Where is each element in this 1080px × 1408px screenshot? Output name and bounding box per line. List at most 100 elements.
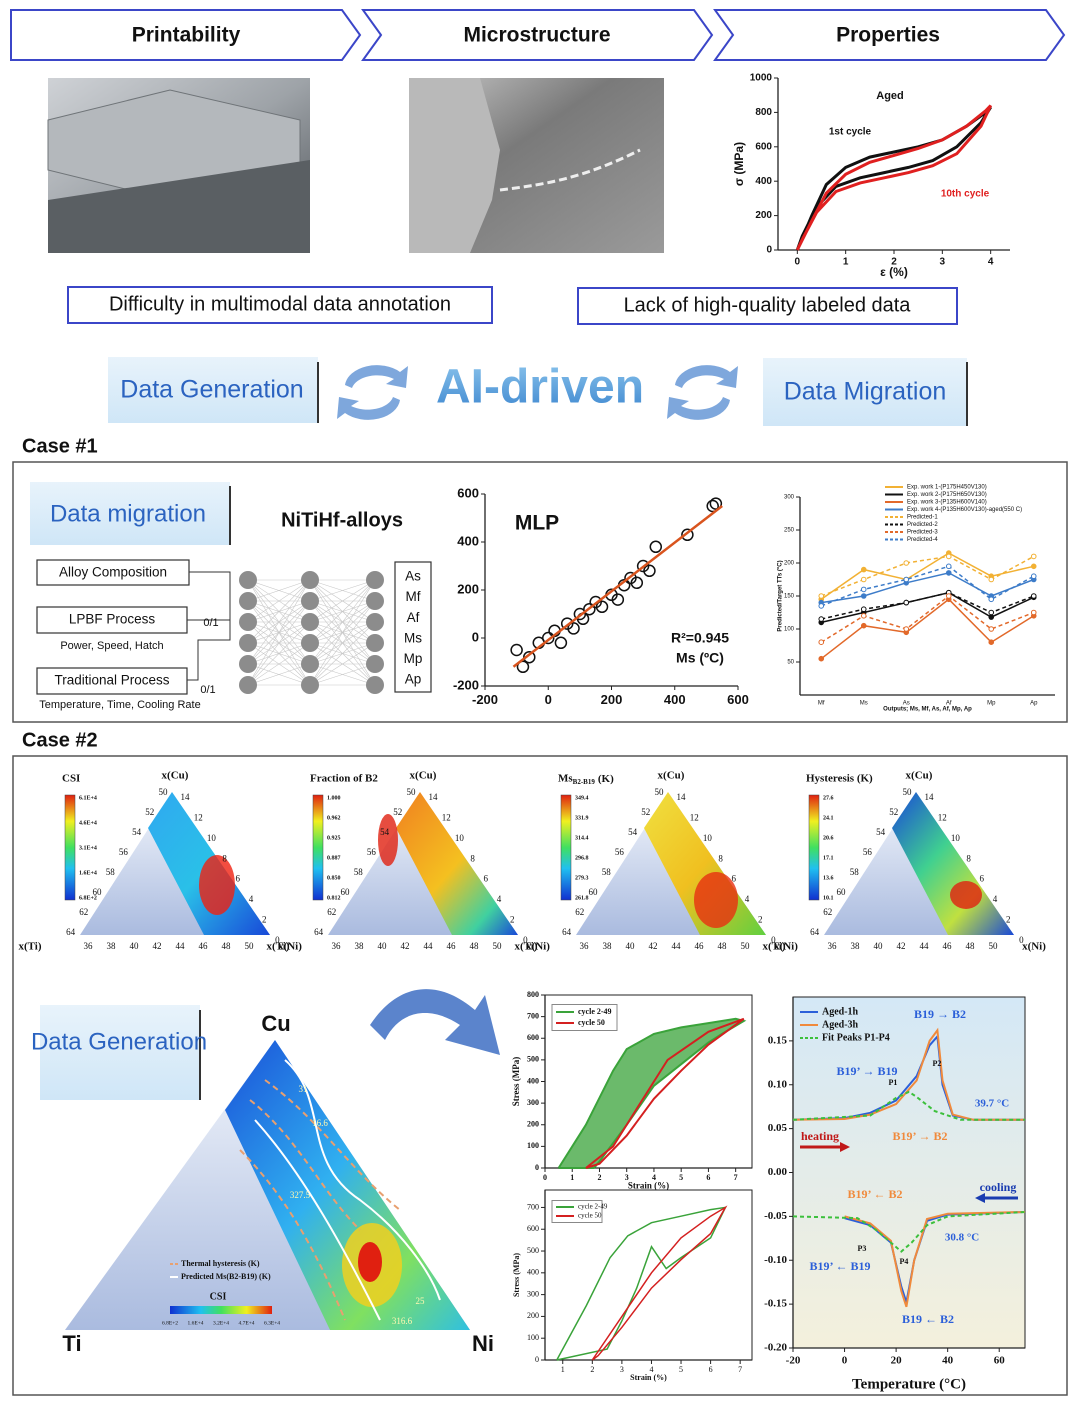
axis-name: x(Ni) bbox=[1022, 941, 1046, 953]
tick-label: 0 bbox=[1019, 935, 1024, 945]
tick-label: 14 bbox=[677, 792, 687, 802]
x-axis-label: Outputs; Ms, Mf, As, Af, Mp, Ap bbox=[883, 707, 972, 713]
tick-label: 2 bbox=[510, 914, 515, 924]
point bbox=[630, 576, 644, 590]
tick-label: 10 bbox=[703, 833, 713, 843]
marker bbox=[988, 639, 995, 646]
y-tick-label: 100 bbox=[784, 627, 795, 633]
header bbox=[10, 9, 1066, 61]
input-name: Traditional Process bbox=[54, 673, 169, 688]
input-box bbox=[36, 559, 190, 586]
tick-label: 64 bbox=[562, 927, 572, 937]
y-tick-label: 600 bbox=[527, 1033, 539, 1042]
contour-label: 316.6 bbox=[392, 1316, 413, 1326]
x-tick-label: Af bbox=[946, 701, 952, 707]
colorbar-label: 6.3E+4 bbox=[264, 1320, 280, 1326]
tick-label: 44 bbox=[672, 941, 682, 951]
tick-label: 44 bbox=[920, 941, 930, 951]
connection bbox=[247, 579, 311, 602]
connection bbox=[309, 600, 376, 686]
point bbox=[681, 528, 694, 542]
tick-label: 36 bbox=[580, 941, 590, 951]
output-label: Ap bbox=[405, 672, 422, 687]
fit-line bbox=[512, 505, 723, 668]
output-label: Af bbox=[407, 610, 420, 625]
annotation: heating bbox=[801, 1129, 839, 1143]
output-label: Mf bbox=[406, 589, 421, 604]
photo-plate bbox=[48, 160, 310, 253]
neuron bbox=[366, 676, 384, 694]
x-tick-label: 600 bbox=[727, 692, 749, 707]
hot-spot bbox=[950, 881, 982, 909]
y-tick-label: 400 bbox=[527, 1076, 539, 1085]
point bbox=[510, 643, 523, 657]
tick-label: 62 bbox=[823, 907, 832, 917]
x-tick-label: As bbox=[903, 701, 910, 707]
challenge: Lack of high-quality labeled data bbox=[624, 294, 912, 316]
case-label: Data Generation bbox=[31, 1028, 207, 1055]
corner-label: Cu bbox=[261, 1011, 290, 1036]
colorbar-label: 17.1 bbox=[823, 855, 834, 861]
legend-label: Thermal hysteresis (K) bbox=[181, 1259, 260, 1268]
colorbar-label: 6.8E+2 bbox=[79, 895, 97, 901]
y-tick-label: 150 bbox=[784, 594, 795, 600]
marker bbox=[903, 576, 910, 583]
title-sub: B2-B19 bbox=[573, 778, 596, 786]
y-tick-label: 200 bbox=[784, 561, 795, 567]
tick-label: 4 bbox=[745, 894, 750, 904]
series-line bbox=[821, 555, 1035, 597]
x-tick-label: 2 bbox=[891, 257, 897, 268]
colorbar-label: 13.6 bbox=[823, 875, 834, 881]
x-tick-label: Mp bbox=[987, 701, 996, 707]
tick-label: 46 bbox=[199, 941, 209, 951]
ai-box bbox=[763, 358, 967, 426]
tick-label: 12 bbox=[442, 812, 451, 822]
legend-label: Predicted-4 bbox=[907, 537, 938, 543]
point bbox=[706, 499, 719, 513]
tick-label: 62 bbox=[327, 907, 336, 917]
connection bbox=[247, 579, 311, 623]
x-tick-label: 0 bbox=[842, 1354, 848, 1366]
tick-label: 2 bbox=[1006, 914, 1011, 924]
series-line bbox=[820, 598, 1035, 660]
annotation: 1st cycle bbox=[829, 127, 872, 138]
marker bbox=[988, 596, 995, 603]
case-title: Case #1 bbox=[22, 435, 98, 457]
annotation: P1 bbox=[889, 1078, 898, 1087]
sem-grain bbox=[409, 78, 500, 253]
contour-label: 25 bbox=[416, 1296, 426, 1306]
photo-printability bbox=[47, 78, 310, 253]
y-tick-label: 400 bbox=[755, 176, 772, 187]
series-line bbox=[795, 104, 993, 251]
x-tick-label: 60 bbox=[994, 1354, 1006, 1366]
neuron bbox=[366, 592, 384, 610]
x-tick-label: 400 bbox=[664, 692, 686, 707]
tick-label: 44 bbox=[176, 941, 186, 951]
marker bbox=[818, 655, 825, 662]
y-tick-label: -0.15 bbox=[764, 1298, 787, 1310]
x-tick-label: 6 bbox=[709, 1365, 713, 1374]
x-tick-label: 20 bbox=[891, 1354, 903, 1366]
x-tick-label: 5 bbox=[679, 1173, 683, 1182]
marker bbox=[860, 606, 867, 613]
tick-label: 8 bbox=[966, 853, 971, 863]
hot-spot bbox=[358, 1242, 382, 1282]
neuron bbox=[239, 634, 257, 652]
contour-label: 31 bbox=[299, 1084, 308, 1094]
x-tick-label: Ap bbox=[1030, 701, 1038, 707]
legend-label: Aged-1h bbox=[822, 1006, 859, 1017]
tick-label: 46 bbox=[695, 941, 705, 951]
connection bbox=[247, 663, 311, 686]
marker bbox=[945, 593, 952, 599]
tick-label: 8 bbox=[222, 853, 227, 863]
input-note: Temperature, Time, Cooling Rate bbox=[39, 699, 200, 711]
cooling-arrow bbox=[975, 1193, 985, 1203]
x-axis-label: ε (%) bbox=[880, 265, 908, 279]
tick-label: 60 bbox=[341, 887, 351, 897]
marker bbox=[988, 626, 995, 632]
marker bbox=[945, 553, 952, 560]
y-tick-label: 800 bbox=[755, 107, 772, 118]
tick-label: 46 bbox=[943, 941, 953, 951]
y-tick-label: 250 bbox=[784, 528, 795, 534]
tick-label: 8 bbox=[718, 853, 723, 863]
